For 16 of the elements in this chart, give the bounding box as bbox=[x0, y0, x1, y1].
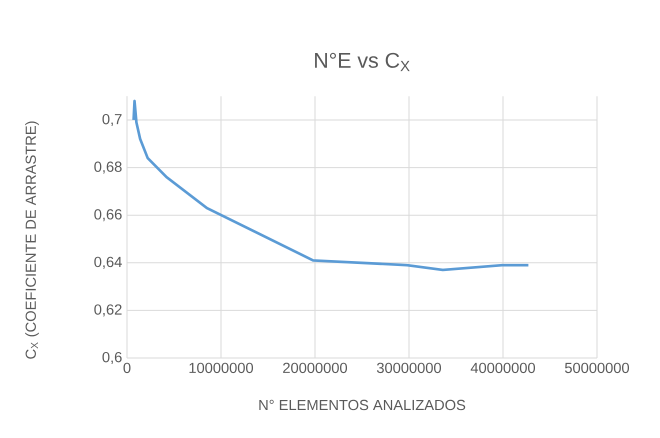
x-tick-label: 0 bbox=[123, 362, 130, 374]
y-tick-label: 0,64 bbox=[94, 256, 122, 269]
line-series bbox=[132, 100, 530, 272]
y-tick-label: 0,7 bbox=[102, 114, 122, 126]
y-tick-label: 0,62 bbox=[94, 304, 122, 316]
x-axis-title: N° ELEMENTOS ANALIZADOS bbox=[259, 400, 466, 410]
x-tick-label: 20000000 bbox=[283, 362, 348, 374]
y-tick-label: 0,6 bbox=[102, 352, 122, 364]
y-tick-label: 0,68 bbox=[94, 162, 122, 174]
chart-title: N°E vs C$_{X}$ bbox=[315, 52, 410, 72]
x-tick-label: 10000000 bbox=[189, 362, 254, 374]
x-tick-label: 30000000 bbox=[376, 362, 442, 374]
y-axis-title: C$_{X}$ (COEFICIENTE DE ARRASTRE) bbox=[25, 121, 39, 359]
x-tick-label: 40000000 bbox=[470, 362, 536, 374]
x-tick-label: 50000000 bbox=[564, 362, 630, 374]
y-tick-label: 0,66 bbox=[94, 209, 122, 222]
